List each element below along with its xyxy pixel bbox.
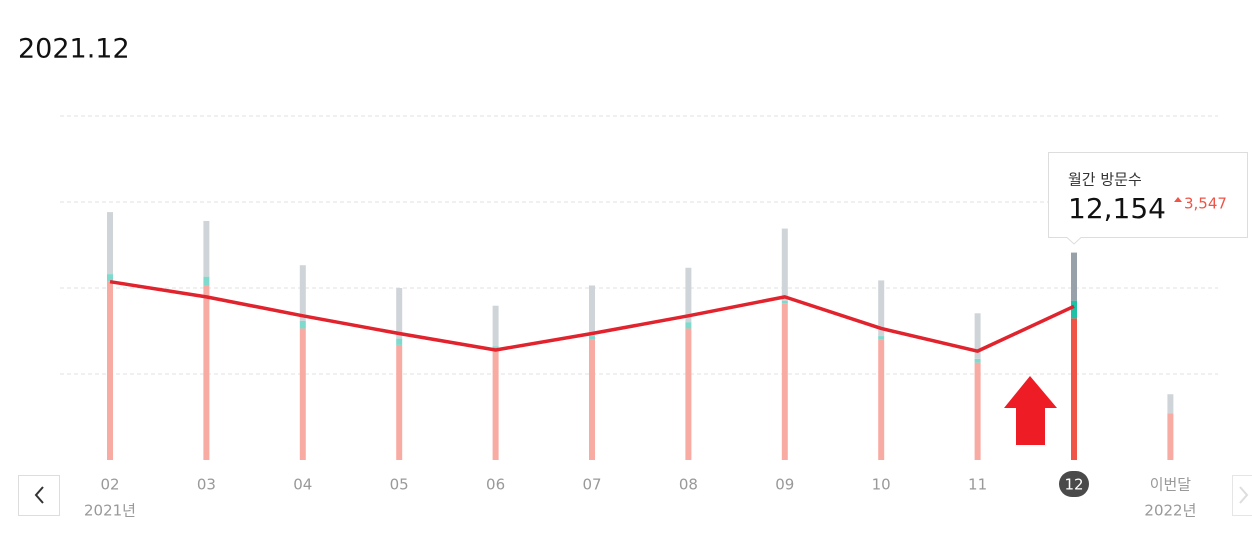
x-tick-label: 02 <box>100 476 119 494</box>
bar-segment <box>396 288 403 339</box>
bar-segment <box>974 358 981 363</box>
x-tick-label: 11 <box>968 476 987 494</box>
bar-segment <box>878 339 885 460</box>
bar-segment <box>685 267 692 323</box>
bar-segment <box>1167 394 1174 414</box>
x-tick-label: 이번달 <box>1150 476 1192 494</box>
bar-segment <box>492 305 499 347</box>
year-label: 2021년 <box>84 502 136 520</box>
bar-segment <box>299 328 306 460</box>
bar-segment <box>781 300 788 304</box>
x-tick-label: 04 <box>293 476 312 494</box>
bar-segment <box>203 276 210 286</box>
bar-segment <box>492 349 499 460</box>
x-tick-label: 07 <box>582 476 601 494</box>
bar-segment <box>685 328 692 460</box>
x-tick-label: 10 <box>872 476 891 494</box>
bar-segment <box>396 344 403 460</box>
tooltip: 월간 방문수 12,154 3,547 <box>1048 152 1248 245</box>
x-tick-label: 12 <box>1064 476 1083 494</box>
bar-segment <box>974 362 981 460</box>
visits-line <box>109 279 1075 353</box>
bar-segment <box>1071 252 1077 301</box>
bar-segment <box>203 285 210 460</box>
bar-segment <box>878 336 885 340</box>
page-title: 2021.12 <box>18 34 130 65</box>
tooltip-value: 12,154 <box>1068 192 1166 225</box>
x-tick-label: 05 <box>390 476 409 494</box>
bar-segment <box>299 265 306 321</box>
up-triangle <box>1174 197 1182 202</box>
x-tick-label: 08 <box>679 476 698 494</box>
bar-segment <box>685 322 692 329</box>
x-tick-label: 03 <box>197 476 216 494</box>
year-label: 2022년 <box>1144 502 1196 520</box>
bar-segment <box>107 212 113 275</box>
bar-segment <box>781 303 788 460</box>
bar-segment <box>589 336 595 340</box>
arrow-annotation <box>1004 376 1057 445</box>
bar-segment <box>107 281 113 460</box>
next-button <box>1232 475 1252 516</box>
bar-segment <box>299 320 306 329</box>
bar-segment <box>589 339 595 460</box>
bar-segment <box>1071 318 1077 460</box>
bar-segment <box>878 280 885 337</box>
bar-segment <box>1071 300 1077 319</box>
bar-segment <box>107 274 113 282</box>
selected-pill <box>1059 471 1089 497</box>
bar-segment <box>1167 413 1174 460</box>
bar-segment <box>492 346 499 350</box>
bar-segment <box>781 228 788 301</box>
tooltip-change: 3,547 <box>1184 195 1227 213</box>
bar-segment <box>203 220 210 277</box>
bar-segment <box>396 338 403 345</box>
x-tick-label: 06 <box>486 476 505 494</box>
x-tick-label: 09 <box>775 476 794 494</box>
bar-segment <box>589 285 595 337</box>
bar-segment <box>974 313 981 359</box>
tooltip-label: 월간 방문수 <box>1068 171 1142 189</box>
prev-button[interactable] <box>18 475 60 516</box>
